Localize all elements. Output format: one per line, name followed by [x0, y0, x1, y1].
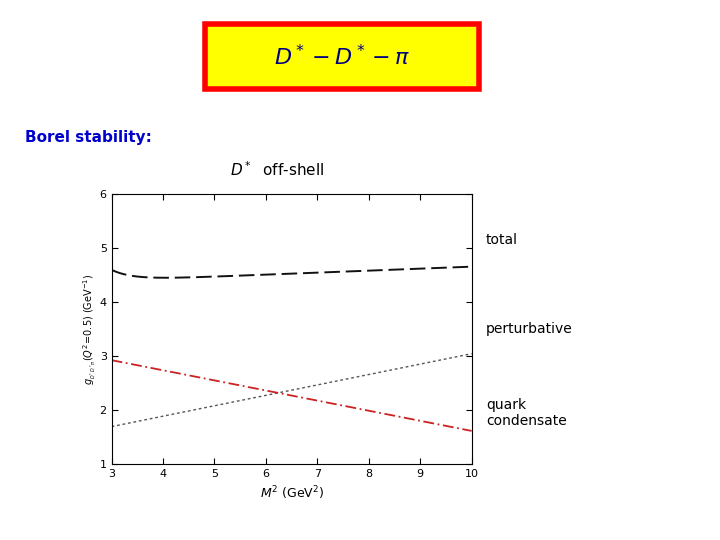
- X-axis label: $M^2$ (GeV$^2$): $M^2$ (GeV$^2$): [259, 485, 324, 502]
- Text: $D^*$  off-shell: $D^*$ off-shell: [230, 160, 324, 179]
- Y-axis label: $g_{_{D^*D^*\pi}}(Q^2\!=\!0.5)$ (GeV$^{-1}$): $g_{_{D^*D^*\pi}}(Q^2\!=\!0.5)$ (GeV$^{-…: [81, 274, 98, 385]
- Text: quark
condensate: quark condensate: [486, 398, 567, 428]
- Text: total: total: [486, 233, 518, 247]
- Text: perturbative: perturbative: [486, 322, 572, 336]
- Text: $D^* - D^* - \pi$: $D^* - D^* - \pi$: [274, 44, 410, 69]
- Text: Borel stability:: Borel stability:: [25, 130, 152, 145]
- FancyBboxPatch shape: [205, 24, 479, 89]
